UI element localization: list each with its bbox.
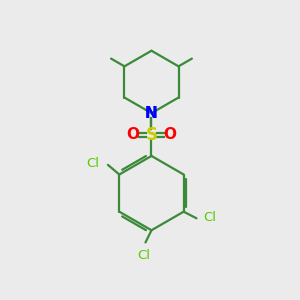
- Text: Cl: Cl: [203, 211, 216, 224]
- Text: S: S: [146, 125, 158, 143]
- Text: O: O: [127, 127, 140, 142]
- Text: Cl: Cl: [87, 157, 100, 170]
- Text: O: O: [164, 127, 176, 142]
- Text: N: N: [145, 106, 158, 121]
- Text: N: N: [145, 106, 158, 121]
- Text: Cl: Cl: [137, 249, 150, 262]
